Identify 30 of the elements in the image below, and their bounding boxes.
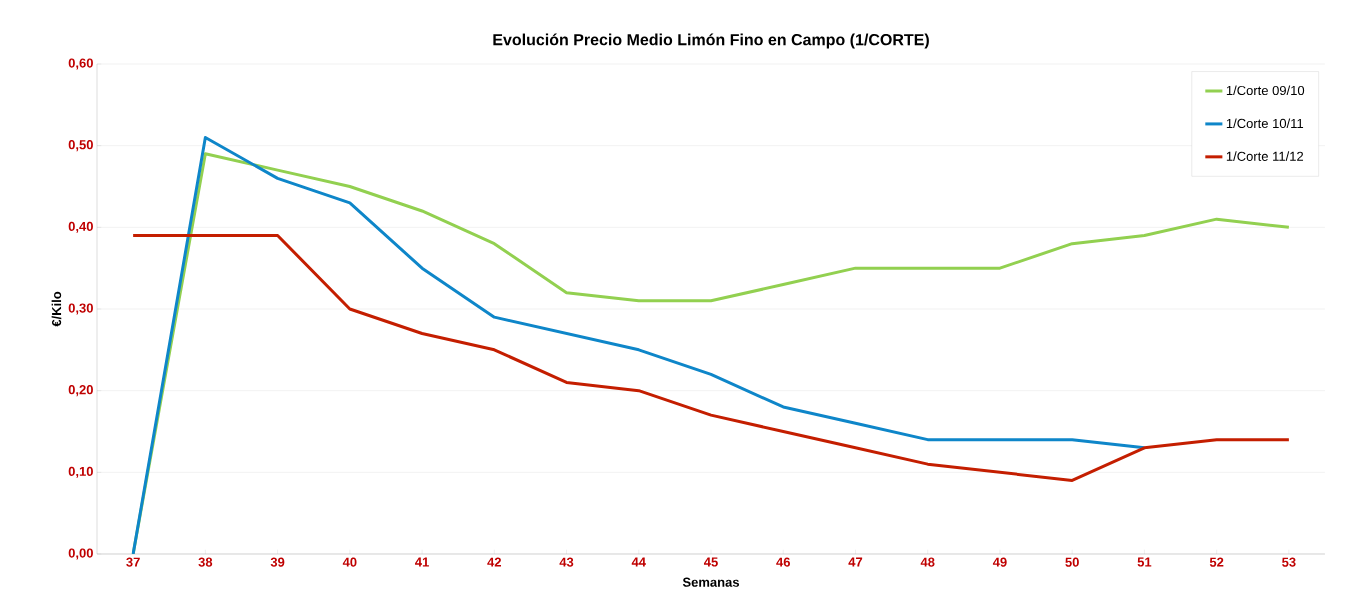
y-axis-title: €/Kilo [51, 291, 62, 327]
legend-label: 1/Corte 11/12 [1226, 151, 1304, 161]
y-tick-label: 0,00 [68, 548, 93, 560]
x-tick-label: 50 [1065, 557, 1079, 567]
x-tick-label: 44 [631, 557, 646, 567]
x-tick-label: 42 [487, 557, 502, 567]
x-tick-label: 45 [703, 557, 718, 567]
x-tick-label: 52 [1209, 557, 1224, 567]
x-tick-label: 39 [270, 557, 285, 567]
y-tick-label: 0,30 [68, 303, 93, 315]
legend-label: 1/Corte 10/11 [1226, 118, 1304, 129]
y-tick-label: 0,20 [68, 385, 93, 397]
x-tick-label: 53 [1282, 557, 1296, 567]
y-tick-label: 0,40 [68, 221, 93, 233]
legend-label: 1/Corte 09/10 [1226, 85, 1305, 96]
x-tick-label: 47 [848, 557, 863, 567]
x-tick-label: 41 [415, 557, 429, 567]
x-tick-label: 51 [1137, 557, 1152, 567]
x-tick-label: 46 [776, 557, 790, 567]
y-tick-label: 0,10 [68, 466, 93, 478]
y-tick-label: 0,60 [68, 58, 93, 70]
x-tick-label: 40 [342, 557, 357, 567]
x-tick-label: 37 [126, 557, 140, 567]
x-axis-title: Semanas [682, 577, 740, 587]
x-tick-label: 38 [198, 557, 213, 567]
x-tick-label: 49 [992, 557, 1007, 567]
x-tick-label: 43 [559, 557, 574, 567]
x-tick-label: 48 [920, 557, 935, 567]
y-tick-label: 0,50 [68, 140, 93, 152]
chart-title: Evolución Precio Medio Limón Fino en Campo (1/CORTE) [493, 33, 929, 49]
